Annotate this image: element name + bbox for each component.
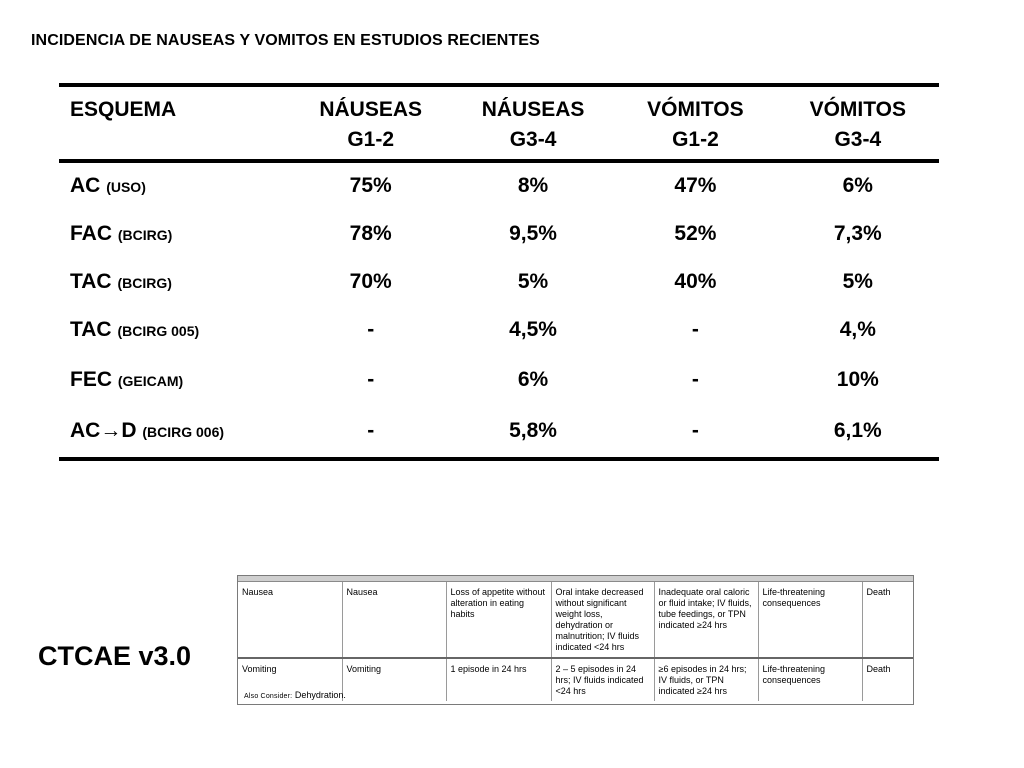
ctcae-cell: Oral intake decreased without significan…	[550, 582, 654, 659]
ctcae-cell: Inadequate oral caloric or fluid intake;…	[653, 582, 758, 659]
value-cell: 6,1%	[833, 419, 882, 442]
value-cell: 75%	[349, 174, 392, 197]
scheme-cell: TAC (BCIRG 005)	[70, 318, 200, 341]
table-row: TAC (BCIRG 005) - 4,5% - 4,%	[59, 305, 939, 355]
ctcae-excerpt: Nausea Nausea Loss of appetite without a…	[237, 575, 914, 705]
value-cell: 47%	[674, 174, 717, 197]
header-esquema: ESQUEMA	[70, 98, 177, 121]
value-cell: -	[691, 419, 699, 442]
header-row: ESQUEMA NÁUSEAS G1-2 NÁUSEAS G3-4 VÓMITOS G…	[59, 85, 939, 161]
value-cell: 7,3%	[833, 222, 882, 245]
table-row: AC (USO) 75% 8% 47% 6%	[59, 161, 939, 209]
value-cell: -	[367, 419, 375, 442]
ctcae-cell: Nausea	[341, 582, 446, 659]
page-title: INCIDENCIA DE NAUSEAS Y VOMITOS EN ESTUD…	[31, 32, 540, 49]
scheme-cell: FEC (GEICAM)	[70, 368, 184, 391]
value-cell: 40%	[674, 270, 717, 293]
value-cell: 9,5%	[509, 222, 557, 245]
ctcae-cell: 1 episode in 24 hrs	[445, 658, 551, 701]
value-cell: -	[691, 318, 699, 341]
table-row: FEC (GEICAM) - 6% - 10%	[59, 355, 939, 405]
table-row: AC→D (BCIRG 006) - 5,8% - 6,1%	[59, 405, 939, 459]
ctcae-cell: 2 – 5 episodes in 24 hrs; IV fluids indi…	[550, 658, 654, 701]
ctcae-cell: Death	[861, 582, 913, 659]
ctcae-cell: Life-threatening consequences	[757, 582, 862, 659]
scheme-cell: AC→D (BCIRG 006)	[70, 419, 225, 442]
value-cell: 70%	[349, 270, 392, 293]
ctcae-cell: Life-threatening consequences	[757, 658, 862, 701]
scheme-cell: TAC (BCIRG)	[70, 270, 172, 293]
value-cell: -	[367, 368, 375, 391]
value-cell: 5%	[842, 270, 873, 293]
table-row: FAC (BCIRG) 78% 9,5% 52% 7,3%	[59, 209, 939, 259]
ctcae-cell: ≥6 episodes in 24 hrs; IV fluids, or TPN…	[653, 658, 758, 701]
table-row: TAC (BCIRG) 70% 5% 40% 5%	[59, 259, 939, 305]
value-cell: 5,8%	[509, 419, 557, 442]
also-consider-note: Also Consider: Dehydration.	[244, 690, 346, 700]
header-vomitos-g1-2: VÓMITOS G1-2	[647, 98, 744, 151]
incidence-table-header: ESQUEMA NÁUSEAS G1-2 NÁUSEAS G3-4 VÓMITOS G…	[59, 85, 939, 161]
value-cell: -	[691, 368, 699, 391]
value-cell: 8%	[517, 174, 549, 197]
incidence-table: ESQUEMA NÁUSEAS G1-2 NÁUSEAS G3-4 VÓMITOS G…	[59, 83, 939, 461]
value-cell: -	[367, 318, 375, 341]
ctcae-row-nausea: Nausea Nausea Loss of appetite without a…	[238, 582, 913, 659]
ctcae-cell: Loss of appetite without alteration in e…	[445, 582, 551, 659]
ctcae-cell: Nausea	[238, 582, 342, 659]
scheme-cell: AC (USO)	[70, 174, 146, 197]
ctcae-cell: Vomiting	[242, 664, 277, 674]
header-nauseas-g3-4: NÁUSEAS G3-4	[481, 98, 585, 151]
value-cell: 6%	[517, 368, 549, 391]
ctcae-cell: Vomiting	[341, 658, 446, 701]
value-cell: 6%	[842, 174, 873, 197]
value-cell: 4,5%	[509, 318, 557, 341]
ctcae-label: CTCAE v3.0	[38, 641, 192, 671]
value-cell: 10%	[836, 368, 879, 391]
value-cell: 78%	[349, 222, 392, 245]
ctcae-table: Nausea Nausea Loss of appetite without a…	[238, 582, 913, 701]
ctcae-row-vomiting: Vomiting Vomiting 1 episode in 24 hrs 2 …	[238, 658, 913, 701]
scheme-cell: FAC (BCIRG)	[70, 222, 173, 245]
ctcae-cell: Death	[861, 658, 913, 701]
ctcae-top-bar	[238, 576, 913, 582]
value-cell: 4,%	[839, 318, 876, 341]
value-cell: 52%	[674, 222, 717, 245]
header-vomitos-g3-4: VÓMITOS G3-4	[809, 98, 907, 151]
value-cell: 5%	[517, 270, 549, 293]
header-nauseas-g1-2: NÁUSEAS G1-2	[319, 98, 423, 151]
